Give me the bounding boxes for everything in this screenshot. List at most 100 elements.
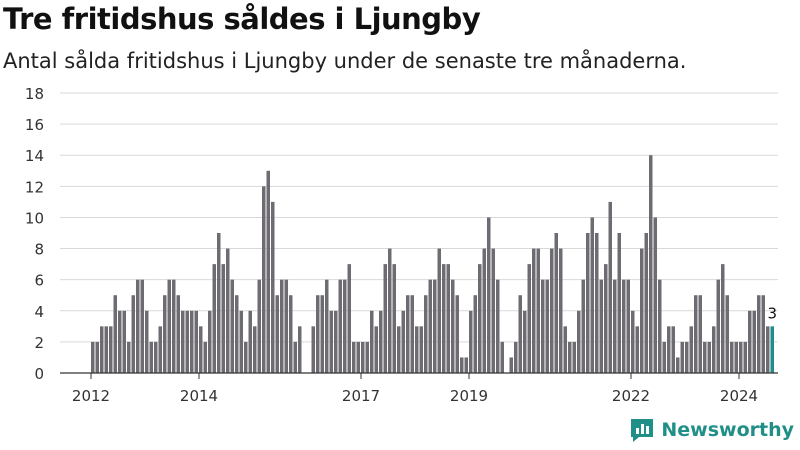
bar	[532, 248, 536, 373]
bar	[739, 341, 743, 373]
brand: Newsworthy	[629, 416, 794, 444]
bar	[509, 357, 514, 373]
bar	[127, 341, 131, 373]
bar	[694, 295, 698, 373]
y-tick-label: 18	[25, 85, 44, 103]
bar	[482, 248, 487, 373]
y-tick-label: 8	[34, 241, 44, 259]
bar	[361, 341, 365, 373]
bar	[536, 248, 541, 373]
bar	[703, 341, 707, 373]
bar	[725, 295, 730, 373]
bar	[343, 279, 347, 373]
bar	[388, 248, 392, 373]
bar	[766, 326, 770, 373]
bar	[572, 341, 577, 373]
bar	[199, 326, 203, 373]
bar	[140, 279, 145, 373]
bar	[217, 233, 221, 373]
bar	[428, 279, 433, 373]
bar	[613, 279, 617, 373]
bar	[311, 326, 316, 373]
bar	[514, 341, 518, 373]
bar	[226, 248, 230, 373]
bar	[392, 264, 397, 373]
bar-chart: 0 2 4 6 8 10 12 14 16 18 3 2012 2014 2017 2019 2022 2024	[25, 85, 778, 405]
x-tick-label: 2014	[180, 387, 218, 405]
bar	[442, 264, 446, 373]
bar	[689, 326, 694, 373]
bar	[334, 310, 338, 373]
bar	[203, 341, 208, 373]
bar	[743, 341, 748, 373]
bar	[257, 279, 262, 373]
bar	[730, 341, 734, 373]
x-tick-label: 2022	[612, 387, 650, 405]
bar	[163, 295, 167, 373]
bar	[221, 264, 226, 373]
bar	[356, 341, 361, 373]
bar	[581, 279, 586, 373]
bar	[667, 326, 671, 373]
bar	[496, 279, 500, 373]
bar	[617, 233, 622, 373]
last-value-label: 3	[767, 304, 777, 322]
bar	[176, 295, 181, 373]
y-tick-label: 14	[25, 147, 44, 165]
bar	[208, 310, 212, 373]
bar	[464, 357, 469, 373]
highlight-bar	[770, 326, 775, 373]
bar	[212, 264, 217, 373]
bar	[622, 279, 626, 373]
bar	[491, 248, 496, 373]
y-tick-label: 0	[34, 365, 44, 383]
bar	[410, 295, 415, 373]
bar	[131, 295, 136, 373]
chart-subtitle: Antal sålda fritidshus i Ljungby under d…	[3, 49, 687, 73]
bar	[712, 326, 716, 373]
bar	[149, 341, 154, 373]
bar	[658, 279, 662, 373]
bar	[473, 295, 478, 373]
bar	[91, 341, 95, 373]
bar	[599, 279, 604, 373]
bar	[577, 310, 581, 373]
bar	[500, 341, 505, 373]
bar	[95, 341, 100, 373]
bar	[284, 279, 289, 373]
bar	[707, 341, 712, 373]
bar	[172, 279, 176, 373]
bar	[415, 326, 419, 373]
bar	[752, 310, 757, 373]
bar	[595, 233, 599, 373]
bar	[266, 170, 271, 373]
bar	[649, 155, 653, 373]
bar	[271, 201, 275, 373]
bar	[325, 279, 329, 373]
x-tick-label: 2024	[720, 387, 758, 405]
bar	[757, 295, 761, 373]
bar	[671, 326, 676, 373]
bar	[406, 295, 410, 373]
bar	[365, 341, 370, 373]
bar	[122, 310, 127, 373]
bar	[374, 326, 379, 373]
bar	[167, 279, 172, 373]
bar	[446, 264, 451, 373]
bar	[289, 295, 293, 373]
bar	[338, 279, 343, 373]
bar	[239, 310, 244, 373]
bar	[635, 326, 640, 373]
bar	[397, 326, 401, 373]
bar	[640, 248, 644, 373]
bar	[563, 326, 568, 373]
bar	[253, 326, 257, 373]
bar	[145, 310, 149, 373]
bar	[136, 279, 140, 373]
bar	[424, 295, 428, 373]
bar	[680, 341, 685, 373]
bar	[586, 233, 590, 373]
bar	[568, 341, 572, 373]
bar	[698, 295, 703, 373]
bar	[550, 248, 554, 373]
